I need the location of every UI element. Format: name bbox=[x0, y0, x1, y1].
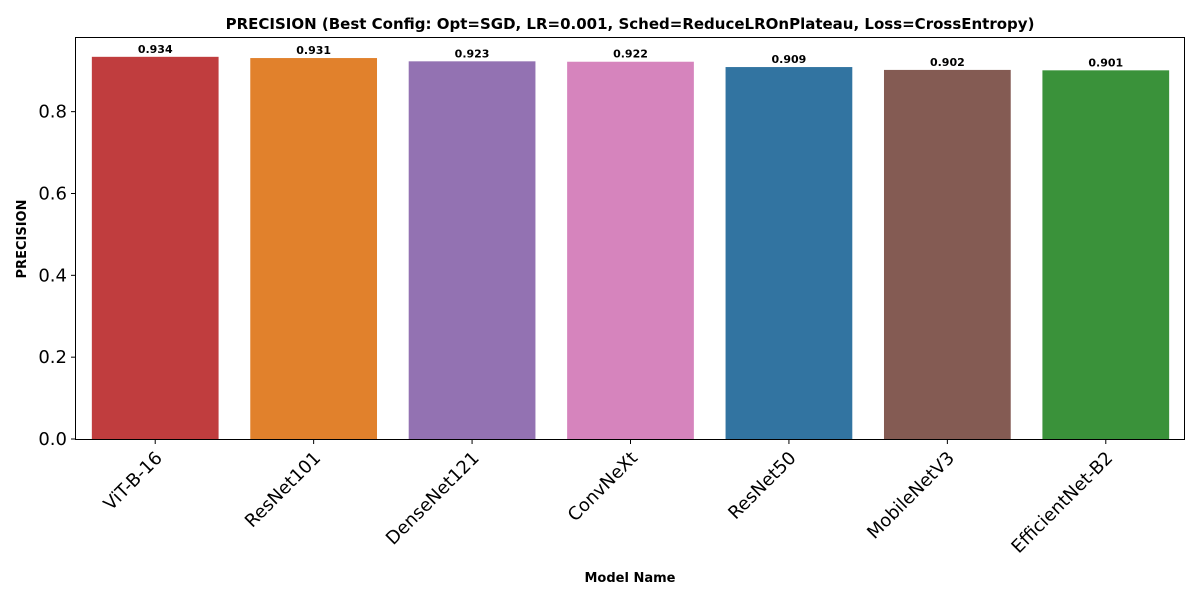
y-tick-label: 0.8 bbox=[38, 102, 67, 123]
x-tick-label: EfficientNet-B2 bbox=[1007, 448, 1117, 558]
y-tick-label: 0.4 bbox=[38, 265, 67, 286]
x-axis-label: Model Name bbox=[585, 571, 676, 586]
bar-efficientnet-b2 bbox=[1042, 70, 1170, 440]
x-tick-label: ConvNeXt bbox=[564, 448, 642, 526]
x-tick-label: DenseNet121 bbox=[382, 448, 484, 550]
y-tick-label: 0.2 bbox=[38, 347, 67, 368]
y-axis-label: PRECISION bbox=[15, 200, 30, 279]
data-label: 0.934 bbox=[138, 43, 173, 56]
x-tick-label: ResNet50 bbox=[724, 448, 800, 524]
data-label: 0.909 bbox=[772, 53, 807, 66]
y-tick-label: 0.0 bbox=[38, 429, 67, 450]
data-label: 0.923 bbox=[455, 47, 490, 60]
bar-convnext bbox=[567, 61, 694, 439]
bar-mobilenetv3 bbox=[883, 69, 1011, 440]
data-label: 0.922 bbox=[613, 48, 648, 61]
bar-resnet101 bbox=[250, 58, 378, 440]
x-tick-label: MobileNetV3 bbox=[863, 448, 959, 544]
data-label: 0.901 bbox=[1088, 56, 1123, 69]
x-tick-label: ViT-B-16 bbox=[100, 448, 167, 515]
x-tick-label: ResNet101 bbox=[241, 448, 325, 532]
data-label: 0.931 bbox=[296, 44, 331, 57]
data-label: 0.902 bbox=[930, 56, 965, 69]
bar-vit-b-16 bbox=[91, 56, 219, 439]
plot-area: 0.934 ViT-B-16 0.931 ResNet101 0.923 DenseNet… bbox=[38, 43, 1170, 558]
bar-resnet50 bbox=[725, 67, 853, 440]
bar-densenet121 bbox=[408, 61, 536, 439]
chart-title: PRECISION (Best Config: Opt=SGD, LR=0.00… bbox=[226, 15, 1035, 33]
axes-frame bbox=[75, 37, 1185, 440]
y-tick-label: 0.6 bbox=[38, 183, 67, 204]
